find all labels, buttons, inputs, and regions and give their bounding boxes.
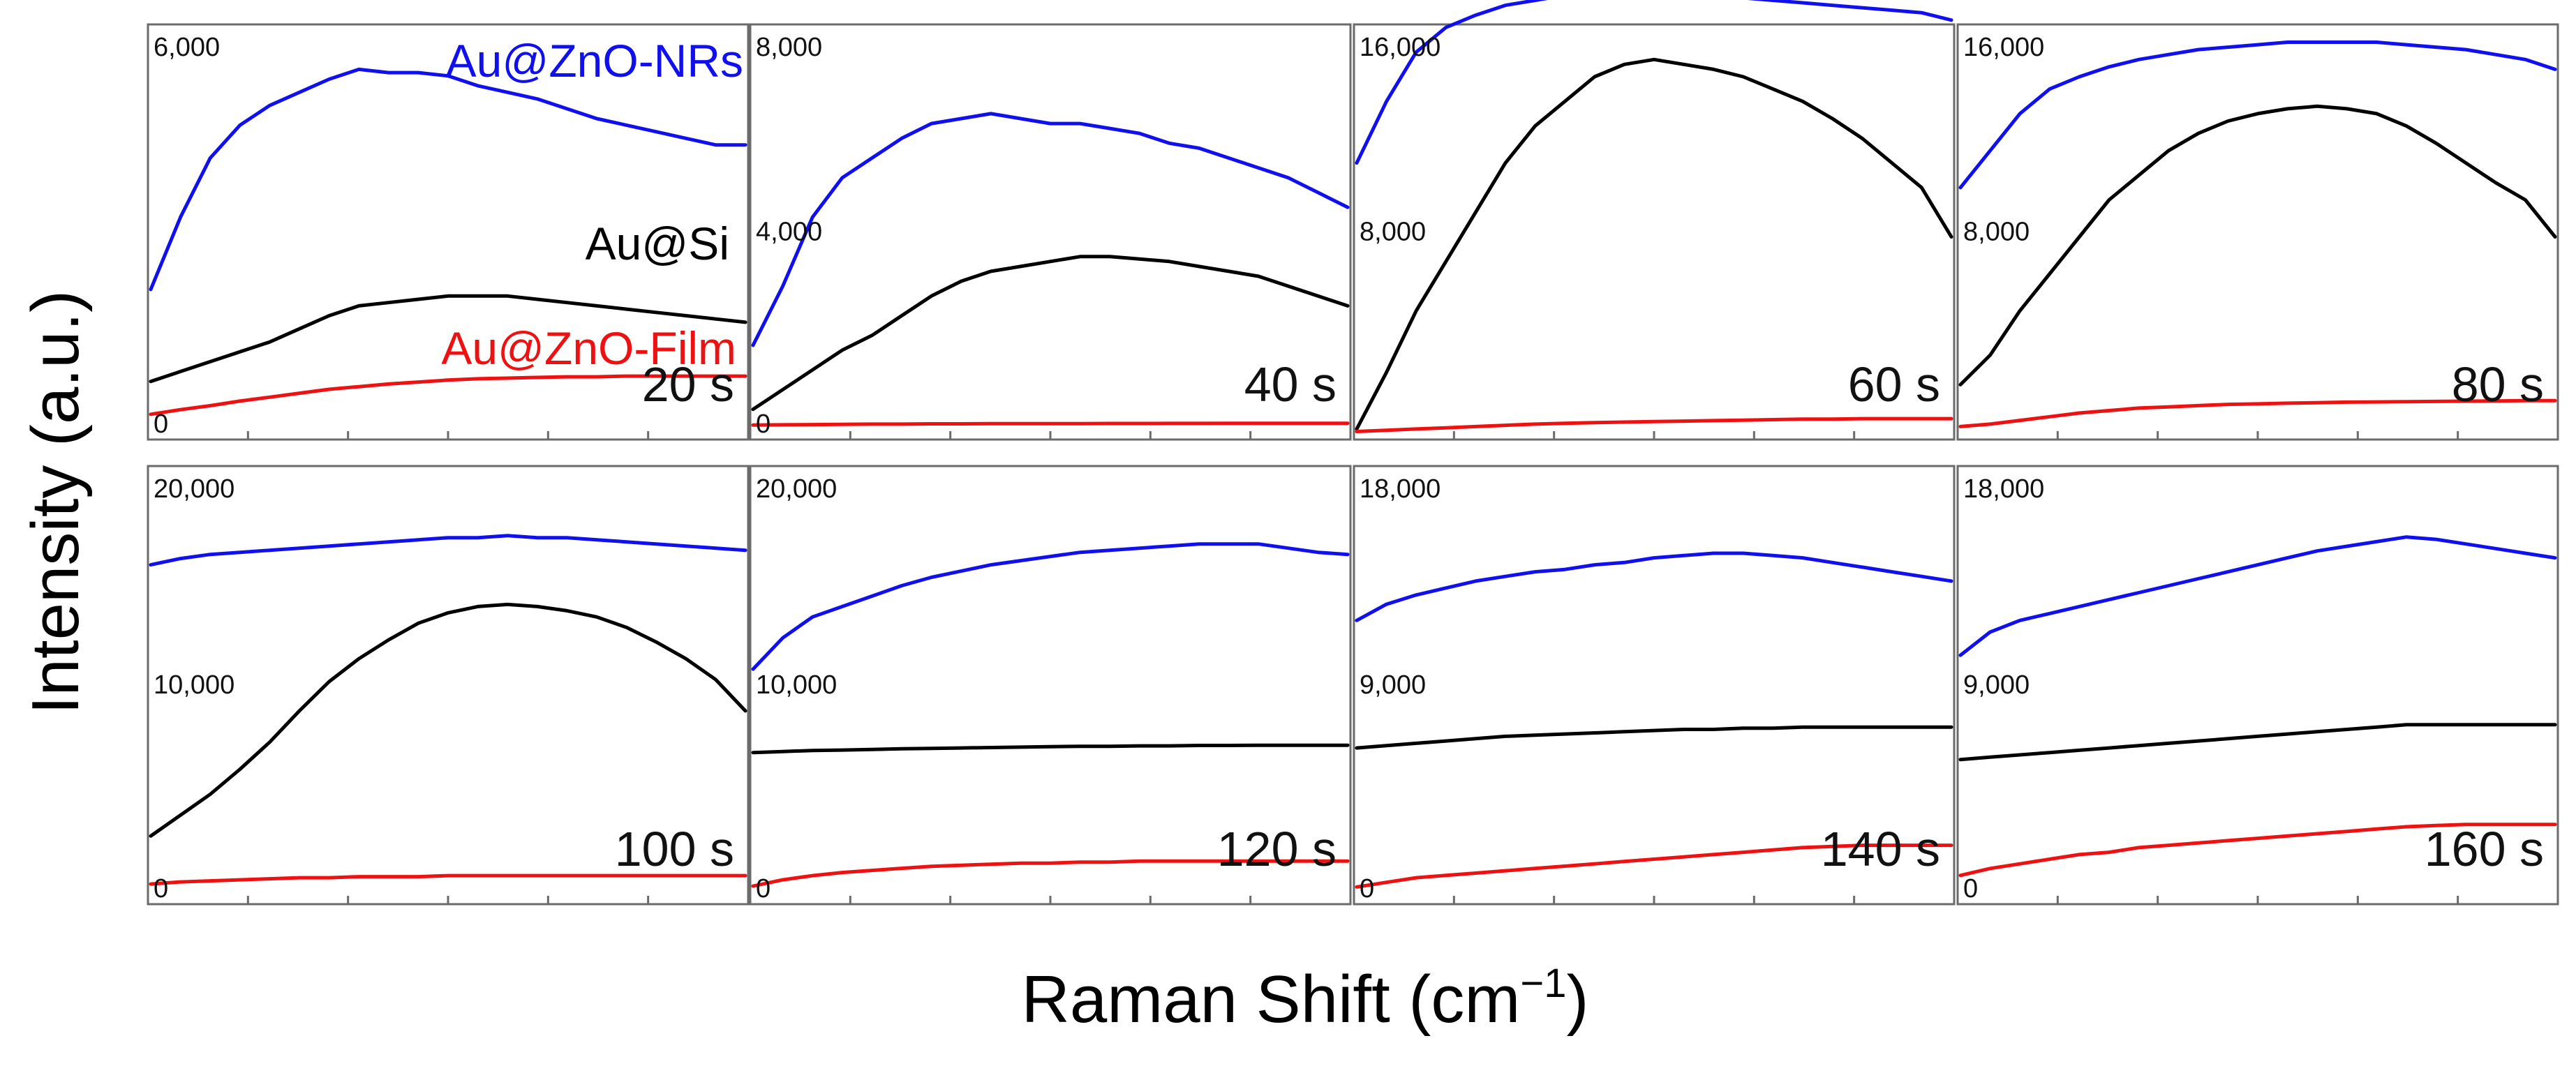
series-line-si <box>751 255 1350 412</box>
panel-time-label: 140 s <box>1821 822 1940 876</box>
panel-4: 16,000 8,000 80 s <box>1956 23 2559 441</box>
series-line-film <box>751 421 1350 427</box>
series-line-nrs <box>751 542 1350 671</box>
y-tick-label-mid: 10,000 <box>756 670 837 700</box>
panel-8: 18,000 9,000 0 160 s <box>1956 465 2559 906</box>
panel-time-label: 100 s <box>615 822 734 876</box>
y-tick-label-mid: 10,000 <box>154 670 234 700</box>
series-line-film <box>1958 398 2557 428</box>
panel-time-label: 40 s <box>1244 357 1337 412</box>
series-line-nrs <box>1958 535 2557 657</box>
x-axis-title-superscript: −1 <box>1520 961 1566 1006</box>
legend-label-nrs: Au@ZnO-NRs <box>446 35 743 87</box>
panel-1: 6,000 0 20 s <box>147 23 750 441</box>
y-tick-label-mid: 8,000 <box>1963 218 2030 247</box>
y-axis-title: Intensity (a.u.) <box>18 290 93 714</box>
series-line-si <box>751 743 1350 755</box>
y-tick-label-top: 20,000 <box>756 474 837 504</box>
y-tick-label-mid: 9,000 <box>1360 670 1426 700</box>
panel-time-label: 120 s <box>1217 822 1337 876</box>
y-tick-label-top: 18,000 <box>1963 474 2044 504</box>
y-tick-label-bottom: 0 <box>154 410 168 439</box>
panel-time-label: 160 s <box>2425 822 2544 876</box>
y-tick-label-top: 6,000 <box>154 33 220 62</box>
y-tick-label-mid: 9,000 <box>1963 670 2030 700</box>
x-axis-title-main: Raman Shift (cm <box>1022 962 1521 1037</box>
y-tick-label-top: 8,000 <box>756 33 822 62</box>
series-line-film <box>1355 417 1953 433</box>
series-line-nrs <box>149 534 747 567</box>
panel-2: 8,000 4,000 0 40 s <box>749 23 1352 441</box>
y-tick-label-bottom: 0 <box>756 410 770 439</box>
series-line-nrs <box>751 112 1350 347</box>
legend-group: Au@ZnO-NRs Au@Si Au@ZnO-Film <box>441 35 743 374</box>
panel-6: 20,000 10,000 0 120 s <box>749 465 1352 906</box>
series-line-si <box>1958 104 2557 387</box>
y-tick-label-mid: 4,000 <box>756 218 822 247</box>
x-axis-title: Raman Shift (cm−1) <box>1022 961 1589 1037</box>
y-tick-label-bottom: 0 <box>154 874 168 903</box>
y-tick-label-bottom: 0 <box>1360 874 1374 903</box>
panel-3: 16,000 8,000 60 s <box>1353 0 1956 441</box>
series-line-nrs <box>1958 40 2557 190</box>
series-line-film <box>1355 843 1953 889</box>
series-line-film <box>1958 823 2557 878</box>
series-line-si <box>149 294 747 384</box>
panel-time-label: 80 s <box>2452 357 2544 412</box>
panel-5: 20,000 10,000 0 100 s <box>147 465 750 906</box>
series-line-nrs <box>149 67 747 292</box>
series-line-si <box>1355 725 1953 750</box>
legend-label-film: Au@ZnO-Film <box>441 322 736 374</box>
panel-time-label: 20 s <box>642 357 734 412</box>
series-line-film <box>149 374 747 417</box>
y-tick-label-top: 16,000 <box>1963 33 2044 62</box>
series-line-nrs <box>1355 0 1953 165</box>
y-tick-label-bottom: 0 <box>756 874 770 903</box>
panel-time-label: 60 s <box>1848 357 1940 412</box>
y-tick-label-bottom: 0 <box>1963 874 1978 903</box>
y-tick-label-top: 16,000 <box>1360 33 1440 62</box>
series-line-nrs <box>1355 551 1953 622</box>
series-line-si <box>1958 723 2557 762</box>
panel-7: 18,000 9,000 0 140 s <box>1353 465 1956 906</box>
series-line-si <box>149 602 747 838</box>
series-line-si <box>1355 57 1953 431</box>
x-axis-title-close: ) <box>1567 962 1589 1037</box>
y-tick-label-mid: 8,000 <box>1360 218 1426 247</box>
series-line-film <box>751 859 1350 888</box>
panels-group: 6,000 0 20 s 8,000 4,000 0 40 s 16,000 8,000 60 s… <box>147 0 2559 906</box>
series-line-film <box>149 873 747 886</box>
y-tick-label-top: 20,000 <box>154 474 234 504</box>
y-tick-label-top: 18,000 <box>1360 474 1440 504</box>
legend-label-si: Au@Si <box>586 218 729 269</box>
